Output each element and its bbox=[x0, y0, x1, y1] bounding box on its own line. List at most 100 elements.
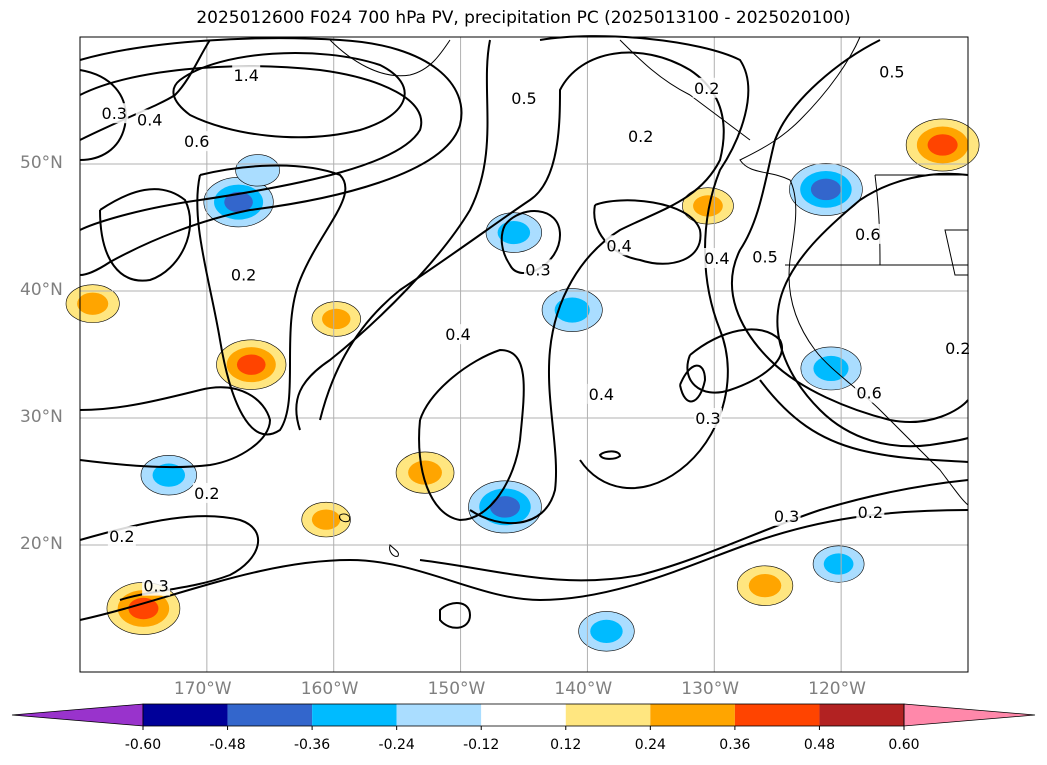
precip-anomaly-shading bbox=[590, 619, 623, 643]
lat-tick-label: 50°N bbox=[20, 153, 63, 173]
coastline bbox=[739, 36, 969, 506]
pv-contour-label: 0.4 bbox=[704, 249, 729, 268]
contour-label-background bbox=[192, 482, 221, 503]
contour-label-background bbox=[751, 246, 780, 267]
pv-contour-line bbox=[295, 39, 491, 431]
pv-contour-label: 0.2 bbox=[858, 503, 883, 522]
contour-label-background bbox=[772, 505, 801, 526]
pv-contour-line bbox=[196, 164, 347, 436]
lon-tick-label: 170°W bbox=[173, 679, 232, 699]
lat-tick-label: 40°N bbox=[20, 280, 63, 300]
pv-contour-line bbox=[319, 51, 725, 525]
contour-label-background bbox=[702, 247, 731, 268]
precip-anomaly-shading bbox=[322, 308, 351, 330]
pv-contour-line bbox=[79, 509, 969, 621]
colorbar bbox=[11, 703, 1036, 730]
contour-label-background bbox=[107, 526, 136, 547]
colorbar-outline bbox=[142, 703, 905, 727]
colorbar-tick-label: 0.60 bbox=[888, 737, 920, 753]
pv-contour-line bbox=[79, 39, 211, 141]
contour-label-background bbox=[693, 408, 722, 428]
pv-contour-line bbox=[776, 172, 969, 448]
pv-contour-line bbox=[79, 386, 272, 469]
contour-label-background bbox=[135, 109, 164, 130]
pv-contour-label: 0.4 bbox=[137, 111, 162, 130]
pv-contour-line bbox=[79, 69, 127, 161]
pv-contour-label: 1.4 bbox=[233, 66, 258, 85]
precip-anomaly-shading bbox=[748, 574, 782, 598]
colorbar-tick-label: -0.24 bbox=[378, 737, 415, 753]
pv-contour-label: 0.5 bbox=[511, 89, 536, 108]
pv-contour-label: 0.6 bbox=[855, 225, 880, 244]
contour-label-background bbox=[232, 65, 261, 86]
pv-contour-line bbox=[99, 188, 191, 282]
precip-anomaly-shading bbox=[311, 509, 341, 530]
pv-contour-label: 0.3 bbox=[774, 507, 799, 526]
pv-contour-line bbox=[419, 479, 969, 582]
precip-anomaly-shading bbox=[810, 178, 841, 201]
contour-label-background bbox=[587, 383, 616, 404]
pv-contour-label: 0.5 bbox=[879, 62, 904, 81]
pv-contour-label: 0.3 bbox=[695, 409, 720, 428]
precip-anomaly-shading bbox=[152, 463, 186, 487]
contour-label-background bbox=[510, 87, 538, 108]
colorbar-tick-label: -0.60 bbox=[124, 737, 162, 753]
lon-tick-label: 130°W bbox=[681, 679, 740, 699]
lon-tick-label: 160°W bbox=[300, 679, 359, 699]
pv-contour-label: 0.3 bbox=[143, 577, 168, 596]
contour-label-background bbox=[182, 131, 211, 152]
contour-label-background bbox=[605, 235, 634, 256]
colorbar-tick-label: -0.48 bbox=[209, 737, 246, 753]
pv-contour-line bbox=[418, 348, 525, 522]
colorbar-extend-low bbox=[11, 703, 144, 727]
pv-contour-label: 0.2 bbox=[628, 127, 653, 146]
pv-contour-label: 0.6 bbox=[184, 132, 209, 151]
pv-contour-label: 0.3 bbox=[525, 260, 550, 279]
precip-anomaly-shading bbox=[497, 220, 531, 245]
contour-label-background bbox=[853, 223, 882, 244]
map-title: 2025012600 F024 700 hPa PV, precipitatio… bbox=[196, 8, 851, 28]
colorbar-tick-label: 0.24 bbox=[634, 737, 666, 753]
coastline bbox=[329, 39, 451, 77]
pv-contour-line bbox=[79, 65, 423, 231]
pv-contour-label: 0.5 bbox=[752, 248, 777, 267]
pv-contour-layer bbox=[79, 35, 969, 629]
precip-anomaly-shading bbox=[408, 460, 442, 485]
precip-anomaly-shading bbox=[235, 154, 280, 187]
precip-anomaly-shading bbox=[927, 134, 958, 156]
colorbar-segment bbox=[312, 704, 397, 726]
precip-anomaly-shading bbox=[489, 496, 520, 518]
colorbar-segment bbox=[650, 704, 735, 726]
pv-contour-label: 0.3 bbox=[102, 104, 127, 123]
precip-anomaly-shading bbox=[554, 297, 590, 323]
lon-tick-label: 140°W bbox=[554, 679, 613, 699]
contour-label-background bbox=[855, 382, 884, 403]
colorbar-segment bbox=[565, 704, 651, 726]
colorbar-tick-label: 0.12 bbox=[550, 737, 582, 753]
pv-contour-line bbox=[759, 379, 969, 463]
pv-contour-label: 0.4 bbox=[445, 325, 470, 344]
precipitation-anomaly-layer bbox=[65, 118, 980, 652]
coastline bbox=[619, 39, 751, 141]
contour-label-background bbox=[229, 264, 258, 285]
contour-label-background bbox=[943, 338, 972, 359]
coastline-layer bbox=[329, 36, 969, 557]
colorbar-tick-label: -0.36 bbox=[293, 737, 331, 753]
pv-contour-label: 0.6 bbox=[856, 384, 881, 403]
precip-anomaly-shading bbox=[823, 553, 854, 575]
pv-contour-label: 0.2 bbox=[945, 339, 970, 358]
pv-contour-label: 0.2 bbox=[109, 527, 134, 546]
colorbar-segment bbox=[143, 704, 228, 726]
precip-anomaly-shading bbox=[693, 195, 723, 217]
colorbar-segment bbox=[481, 704, 566, 726]
coastline bbox=[389, 544, 399, 557]
pv-contour-label: 0.4 bbox=[606, 236, 631, 255]
pv-contour-label: 0.4 bbox=[589, 385, 614, 404]
precip-anomaly-shading bbox=[224, 191, 253, 213]
map-frame bbox=[79, 36, 969, 673]
coastline bbox=[339, 513, 351, 523]
contour-label-background bbox=[523, 259, 552, 280]
colorbar-tick-label: 0.36 bbox=[719, 737, 751, 753]
pv-contour-line bbox=[679, 364, 707, 403]
colorbar-segment bbox=[227, 704, 313, 726]
